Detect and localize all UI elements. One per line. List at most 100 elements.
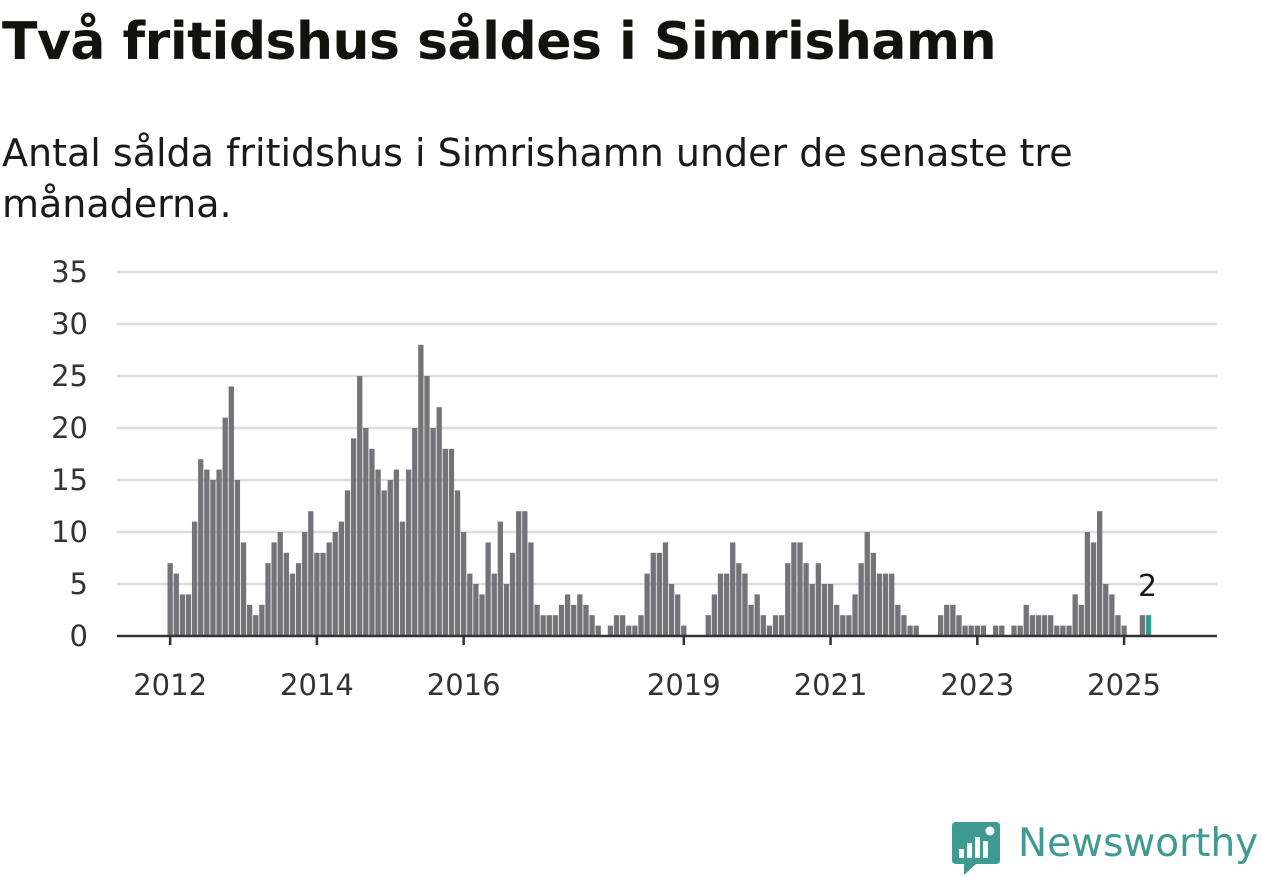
y-tick-label: 20 bbox=[51, 411, 88, 445]
bar bbox=[723, 573, 730, 636]
bar bbox=[834, 604, 840, 636]
bar bbox=[1048, 615, 1054, 636]
bar bbox=[760, 615, 766, 636]
bar bbox=[448, 448, 455, 636]
bar bbox=[999, 625, 1005, 636]
y-axis-labels: 0 5 10 15 20 25 30 35 bbox=[51, 255, 88, 653]
y-tick-label: 0 bbox=[70, 619, 88, 653]
bar bbox=[191, 521, 198, 636]
bar bbox=[613, 615, 620, 636]
x-axis-ticks bbox=[168, 636, 1126, 645]
brand-logo: Newsworthy bbox=[950, 818, 1262, 878]
bar bbox=[216, 469, 222, 636]
bar bbox=[754, 594, 760, 636]
bar bbox=[253, 615, 259, 636]
bar-highlighted bbox=[1145, 615, 1152, 636]
bar bbox=[503, 584, 510, 636]
bar bbox=[809, 584, 815, 636]
bar bbox=[772, 615, 779, 636]
value-annotation: 2 bbox=[1138, 569, 1157, 604]
bar bbox=[1103, 584, 1109, 636]
bar bbox=[424, 376, 430, 636]
bar bbox=[283, 552, 289, 636]
bar bbox=[393, 469, 400, 636]
bar bbox=[540, 615, 546, 636]
bar bbox=[638, 615, 644, 636]
bar bbox=[320, 552, 326, 636]
brand-name: Newsworthy bbox=[1018, 821, 1259, 866]
bar bbox=[815, 563, 821, 636]
grid-lines bbox=[117, 270, 1217, 586]
bar bbox=[656, 552, 662, 636]
bar bbox=[626, 625, 632, 636]
bar bbox=[937, 615, 944, 636]
bar bbox=[711, 594, 718, 636]
bar bbox=[1017, 625, 1023, 636]
bar bbox=[436, 407, 442, 636]
bar bbox=[295, 563, 302, 636]
bar bbox=[375, 469, 381, 636]
bar bbox=[779, 615, 785, 636]
bar bbox=[430, 428, 436, 636]
y-tick-label: 30 bbox=[51, 307, 88, 341]
x-tick-label: 2025 bbox=[1087, 668, 1161, 702]
bar bbox=[1121, 625, 1127, 636]
bar bbox=[607, 625, 614, 636]
bar bbox=[240, 542, 247, 636]
y-tick-label: 15 bbox=[51, 463, 88, 497]
bar bbox=[821, 584, 828, 636]
bar bbox=[454, 490, 461, 636]
bars bbox=[167, 344, 1152, 636]
bar bbox=[405, 469, 412, 636]
bar bbox=[1054, 625, 1060, 636]
bar bbox=[791, 542, 797, 636]
bar bbox=[179, 594, 186, 636]
bar bbox=[1072, 594, 1078, 636]
bar bbox=[1029, 615, 1036, 636]
bar bbox=[876, 573, 883, 636]
y-tick-label: 10 bbox=[51, 515, 88, 549]
bar bbox=[485, 542, 491, 636]
y-tick-label: 35 bbox=[51, 255, 88, 289]
bar bbox=[974, 625, 980, 636]
bar bbox=[528, 542, 534, 636]
x-tick-label: 2021 bbox=[794, 668, 868, 702]
bar bbox=[1096, 511, 1103, 636]
bar bbox=[870, 552, 877, 636]
bar bbox=[595, 625, 601, 636]
bar bbox=[558, 604, 565, 636]
bar bbox=[534, 604, 540, 636]
bar bbox=[907, 625, 913, 636]
bar bbox=[950, 604, 956, 636]
bar bbox=[369, 448, 375, 636]
bar bbox=[882, 573, 889, 636]
bar bbox=[620, 615, 626, 636]
bar bbox=[1109, 594, 1115, 636]
bar bbox=[467, 573, 473, 636]
bar bbox=[265, 563, 271, 636]
bar bbox=[516, 511, 522, 636]
bar bbox=[185, 594, 192, 636]
bar bbox=[962, 625, 968, 636]
bar bbox=[730, 542, 736, 636]
x-tick-label: 2012 bbox=[133, 668, 207, 702]
bar bbox=[668, 584, 675, 636]
bar bbox=[552, 615, 559, 636]
bar bbox=[766, 625, 773, 636]
bar bbox=[571, 604, 577, 636]
bar bbox=[913, 625, 919, 636]
bar bbox=[797, 542, 803, 636]
bar bbox=[302, 532, 308, 636]
bar bbox=[338, 521, 345, 636]
bar bbox=[803, 563, 809, 636]
bar bbox=[1066, 625, 1072, 636]
bar bbox=[1078, 604, 1084, 636]
bar bbox=[167, 563, 173, 636]
bar bbox=[479, 594, 485, 636]
bar bbox=[418, 344, 424, 636]
chart-subtitle: Antal sålda fritidshus i Simrishamn unde… bbox=[2, 131, 1073, 226]
bar bbox=[901, 615, 907, 636]
bar bbox=[1060, 625, 1066, 636]
bar bbox=[717, 573, 724, 636]
